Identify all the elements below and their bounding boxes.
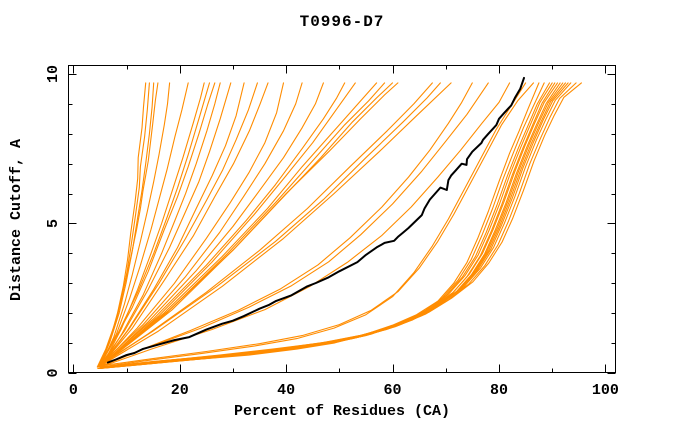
model-curve <box>97 82 211 368</box>
model-curve <box>100 82 553 368</box>
y-axis-label: Distance Cutoff, A <box>8 138 25 302</box>
model-curve <box>98 82 473 368</box>
model-curve <box>99 82 433 367</box>
model-curve <box>99 82 269 368</box>
model-curve <box>100 82 452 367</box>
model-curve <box>102 82 258 365</box>
model-curve <box>102 82 324 365</box>
model-curve <box>98 82 378 368</box>
x-tick-label: 100 <box>592 382 619 399</box>
x-tick-label: 40 <box>277 382 295 399</box>
x-axis-label: Percent of Residues (CA) <box>233 403 451 420</box>
chart-title: T0996-D7 <box>299 13 385 31</box>
model-curve <box>99 82 527 368</box>
y-tick-label: 5 <box>45 219 62 228</box>
y-tick-label: 10 <box>45 65 62 83</box>
model-curve <box>103 82 582 368</box>
model-curve <box>101 82 441 365</box>
model-curve <box>99 82 303 367</box>
model-curve <box>99 82 511 368</box>
reference-curve <box>106 76 525 364</box>
model-curve <box>98 82 232 368</box>
model-curve <box>103 82 399 365</box>
model-curve <box>101 82 572 369</box>
model-curve <box>99 82 155 365</box>
model-curve <box>102 82 285 365</box>
model-curve <box>103 82 356 365</box>
model-curve <box>99 82 216 365</box>
model-curve <box>96 82 159 368</box>
plot-border <box>68 65 616 373</box>
x-tick-label: 60 <box>384 382 402 399</box>
y-tick-label: 0 <box>45 368 62 377</box>
model-curve <box>101 82 221 367</box>
model-curve <box>100 82 245 367</box>
model-curve <box>100 82 346 367</box>
model-curve <box>102 82 489 367</box>
model-curve <box>100 82 171 365</box>
model-curve <box>99 82 577 370</box>
x-tick-label: 20 <box>171 382 189 399</box>
model-curve <box>100 82 394 367</box>
model-curve <box>102 82 535 367</box>
x-tick-label: 0 <box>69 382 78 399</box>
model-curve <box>99 82 189 367</box>
x-tick-label: 80 <box>490 382 508 399</box>
